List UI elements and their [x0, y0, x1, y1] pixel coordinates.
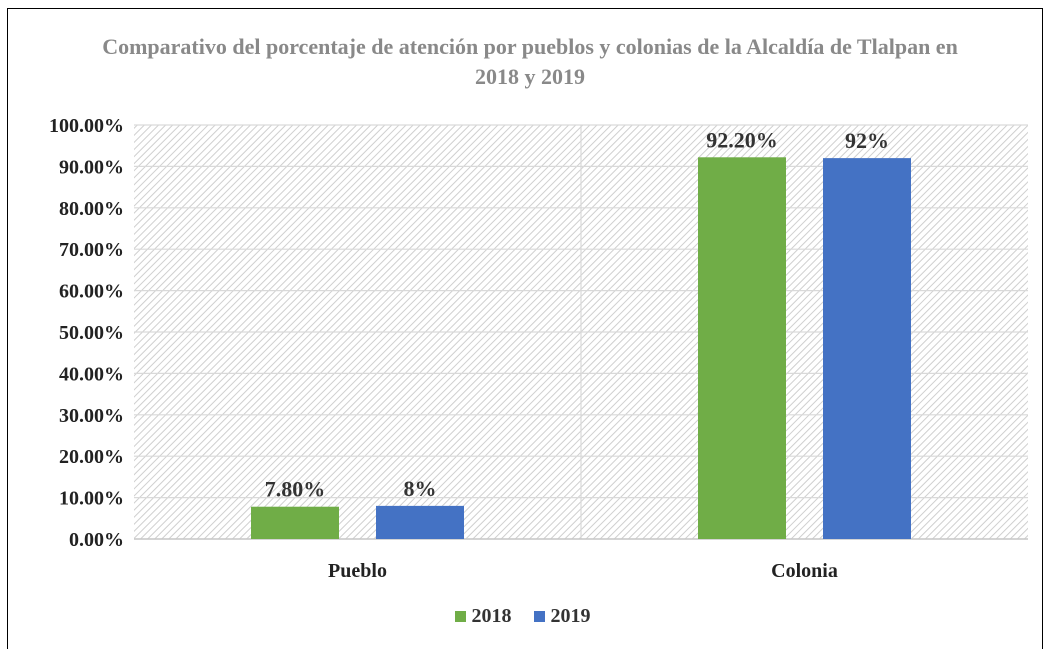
y-tick-label: 50.00%: [59, 322, 124, 344]
y-tick-label: 30.00%: [59, 405, 124, 427]
legend-item-2019: 2019: [533, 605, 591, 628]
bar-colonia-2019: [823, 158, 911, 539]
x-category-label: Colonia: [771, 560, 838, 582]
y-tick-label: 40.00%: [59, 363, 124, 385]
bar-pueblo-2018: [251, 506, 339, 539]
y-tick-label: 90.00%: [59, 156, 124, 178]
y-tick-label: 60.00%: [59, 281, 124, 303]
legend-item-2018: 2018: [454, 605, 512, 628]
y-tick-label: 70.00%: [59, 239, 124, 261]
legend-label: 2019: [550, 605, 591, 627]
y-tick-label: 100.00%: [49, 115, 124, 137]
chart-frame: [7, 8, 1043, 649]
y-tick-label: 80.00%: [59, 198, 124, 220]
data-label: 92%: [845, 128, 889, 153]
bar-colonia-2018: [698, 157, 786, 540]
data-label: 8%: [404, 476, 437, 501]
y-tick-label: 20.00%: [59, 446, 124, 468]
bar-pueblo-2019: [376, 505, 464, 539]
y-tick-label: 0.00%: [69, 529, 124, 551]
legend-swatch: [454, 611, 466, 622]
chart-title: Comparativo del porcentaje de atención p…: [102, 34, 958, 89]
x-category-label: Pueblo: [328, 560, 387, 582]
data-label: 7.80%: [265, 477, 326, 502]
data-label: 92.20%: [706, 127, 778, 152]
legend: 2018 2019: [0, 605, 1045, 628]
y-tick-label: 10.00%: [59, 488, 124, 510]
legend-swatch: [533, 611, 545, 622]
legend-label: 2018: [471, 605, 512, 627]
